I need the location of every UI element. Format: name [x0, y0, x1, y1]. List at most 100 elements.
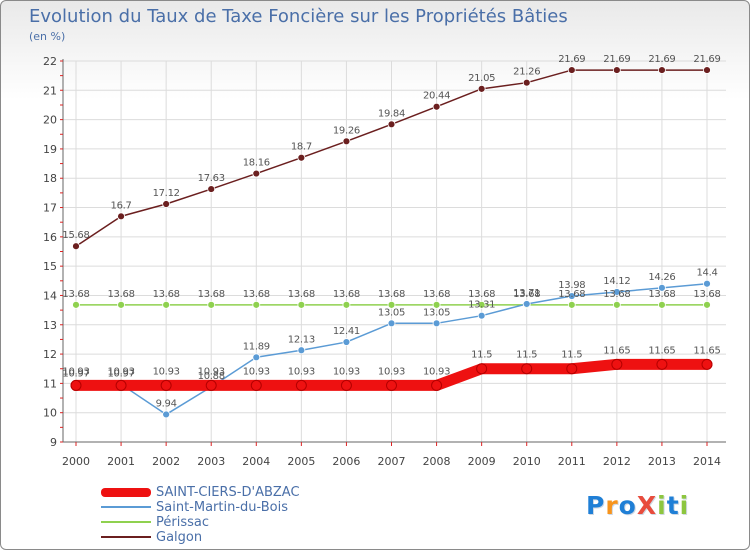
y-tick-label: 21	[43, 84, 57, 97]
series-point-3	[70, 379, 82, 391]
data-label-3: 10.93	[108, 366, 135, 377]
data-label-2: 10.97	[108, 368, 135, 379]
series-point-3	[566, 363, 578, 375]
data-label-3: 10.93	[288, 366, 315, 377]
series-point-1	[117, 300, 125, 309]
y-tick-label: 11	[43, 377, 57, 390]
series-point-2	[297, 346, 306, 355]
series-point-3	[250, 379, 262, 391]
series-point-3	[611, 358, 623, 370]
series-point-1	[72, 300, 80, 309]
series-point-0	[387, 120, 396, 129]
logo-letter: i	[679, 491, 690, 520]
series-point-3	[431, 379, 443, 391]
y-tick-label: 13	[43, 319, 57, 332]
data-label-1: 13.68	[423, 289, 450, 300]
data-label-3: 11.5	[561, 350, 582, 361]
series-point-1	[162, 300, 171, 309]
data-label-1: 13.68	[153, 289, 180, 300]
y-tick-label: 15	[43, 260, 57, 273]
data-label-3: 11.65	[603, 345, 630, 356]
data-label-1: 13.68	[558, 289, 585, 300]
data-label-1: 13.68	[288, 289, 315, 300]
series-point-2	[252, 353, 261, 362]
logo-letter: o	[618, 491, 637, 520]
data-label-2: 9.94	[156, 398, 177, 409]
data-label-0: 21.26	[513, 67, 540, 78]
logo-letter: i	[657, 491, 667, 520]
series-point-3	[205, 379, 217, 391]
axes: 9 10 11 12 13 14 15 16 17 18 19 20 21 22 2000 2001 2002 2…	[43, 55, 726, 468]
series-point-2	[703, 279, 711, 288]
series-point-3	[386, 379, 397, 391]
series-point-2	[522, 300, 531, 308]
series-point-0	[342, 137, 351, 146]
data-label-0: 18.7	[291, 142, 312, 153]
data-label-0: 20.44	[423, 91, 450, 102]
data-label-2: 13.05	[378, 307, 405, 318]
data-label-3: 10.93	[423, 366, 450, 377]
series-point-2	[387, 319, 396, 328]
series-layer	[70, 66, 713, 419]
series-point-0	[477, 84, 486, 93]
data-label-0: 19.26	[333, 125, 360, 136]
x-tick-label: 2003	[197, 455, 225, 468]
data-label-2: 14.26	[648, 272, 675, 283]
x-tick-label: 2005	[287, 455, 315, 468]
series-point-3	[160, 379, 172, 391]
data-label-2: 13.98	[558, 280, 585, 291]
series-point-1	[703, 300, 711, 309]
series-point-3	[701, 358, 713, 370]
x-tick-label: 2002	[152, 455, 180, 468]
logo-letter: t	[666, 491, 680, 520]
data-label-0: 17.63	[198, 173, 225, 184]
data-label-3: 10.93	[153, 366, 180, 377]
data-label-3: 10.93	[378, 366, 405, 377]
series-point-1	[432, 300, 441, 309]
series-point-0	[432, 102, 441, 111]
data-label-1: 13.68	[333, 289, 360, 300]
x-tick-label: 2014	[693, 455, 721, 468]
data-label-2: 13.71	[513, 288, 540, 299]
data-labels: 15.68 16.7 17.12 17.63 18.16 18.7 19.26 19.84 20…	[62, 54, 720, 409]
data-label-2: 11.89	[243, 341, 270, 352]
series-point-0	[252, 169, 261, 178]
data-label-3: 10.93	[333, 366, 360, 377]
y-tick-label: 17	[43, 202, 57, 215]
x-tick-label: 2010	[513, 455, 541, 468]
series-point-0	[162, 200, 171, 208]
series-point-2	[432, 319, 441, 328]
data-label-0: 21.69	[648, 54, 675, 65]
series-point-2	[162, 410, 171, 419]
series-point-3	[656, 358, 668, 370]
series-point-3	[115, 379, 127, 391]
x-tick-label: 2000	[62, 455, 90, 468]
series-point-0	[658, 66, 666, 74]
data-label-3: 11.65	[693, 345, 720, 356]
x-tick-label: 2007	[378, 455, 406, 468]
data-label-1: 13.68	[648, 289, 675, 300]
y-tick-label: 14	[43, 289, 57, 302]
data-label-1: 13.68	[693, 289, 720, 300]
series-point-2	[567, 292, 576, 300]
proxiti-logo: ProXiti	[586, 491, 689, 520]
data-label-0: 21.69	[558, 54, 585, 65]
series-point-0	[72, 242, 80, 251]
data-label-3: 10.93	[62, 366, 89, 377]
data-label-3: 10.93	[198, 366, 225, 377]
y-tick-label: 18	[43, 172, 57, 185]
series-point-2	[612, 288, 621, 296]
series-point-1	[567, 300, 576, 309]
chart-title: Evolution du Taux de Taxe Foncière sur l…	[29, 6, 568, 27]
series-point-2	[658, 283, 666, 292]
series-point-3	[476, 363, 488, 375]
series-point-0	[567, 66, 576, 74]
series-point-1	[658, 300, 666, 309]
x-tick-label: 2011	[558, 455, 586, 468]
data-label-2: 12.13	[288, 334, 315, 345]
series-point-1	[477, 300, 486, 309]
legend-label: Galgon	[156, 530, 203, 545]
x-tick-label: 2009	[468, 455, 496, 468]
series-point-1	[612, 300, 621, 309]
data-label-0: 19.84	[378, 108, 405, 119]
